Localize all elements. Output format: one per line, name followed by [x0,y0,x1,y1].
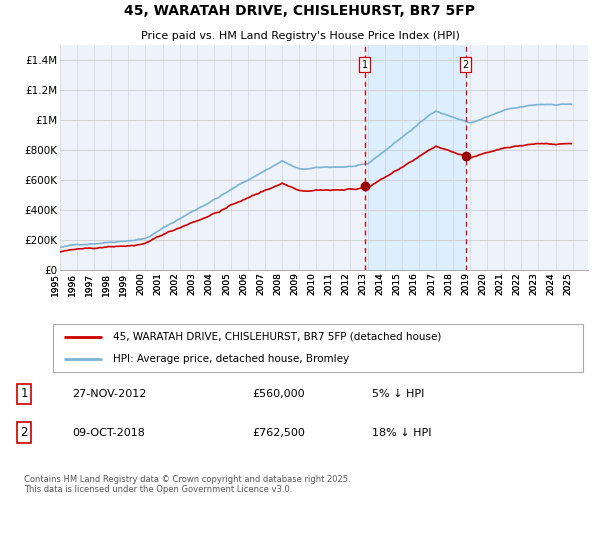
Text: 2004: 2004 [205,273,214,295]
Text: 2011: 2011 [325,273,334,296]
Text: 1996: 1996 [68,273,77,296]
Text: 2009: 2009 [290,273,299,296]
Text: 2011: 2011 [325,273,334,296]
Text: 2006: 2006 [239,273,248,296]
Text: 5% ↓ HPI: 5% ↓ HPI [372,389,424,399]
Text: £762,500: £762,500 [252,427,305,437]
Text: 2002: 2002 [170,273,179,295]
Text: 2022: 2022 [512,273,521,295]
Text: 2023: 2023 [529,273,538,295]
Text: 1995: 1995 [51,273,60,296]
Text: 2014: 2014 [376,273,385,295]
Text: 1: 1 [20,388,28,400]
Text: 2025: 2025 [563,273,572,295]
FancyBboxPatch shape [53,324,583,372]
Text: 2021: 2021 [495,273,504,295]
Text: 2023: 2023 [529,273,538,295]
Text: 2010: 2010 [307,273,316,296]
Text: 2: 2 [463,59,469,69]
Text: 2020: 2020 [478,273,487,295]
Text: 2001: 2001 [154,273,163,296]
Text: 2019: 2019 [461,273,470,296]
Text: 2022: 2022 [512,273,521,295]
Text: HPI: Average price, detached house, Bromley: HPI: Average price, detached house, Brom… [113,354,349,365]
Text: 2006: 2006 [239,273,248,296]
Text: 45, WARATAH DRIVE, CHISLEHURST, BR7 5FP: 45, WARATAH DRIVE, CHISLEHURST, BR7 5FP [125,4,476,18]
Text: 2012: 2012 [341,273,350,295]
Text: 2013: 2013 [359,273,368,296]
Bar [365,45,466,270]
Text: Contains HM Land Registry data © Crown copyright and database right 2025.
This d: Contains HM Land Registry data © Crown c… [24,474,350,494]
Text: 2021: 2021 [495,273,504,295]
Text: 2017: 2017 [427,273,436,296]
Text: 2015: 2015 [393,273,402,296]
Text: 2004: 2004 [205,273,214,295]
Text: 1999: 1999 [119,273,128,296]
Text: 2005: 2005 [222,273,231,296]
Text: 2002: 2002 [170,273,179,295]
Text: 2017: 2017 [427,273,436,296]
Text: 2015: 2015 [393,273,402,296]
Text: 2016: 2016 [410,273,419,296]
Text: Price paid vs. HM Land Registry's House Price Index (HPI): Price paid vs. HM Land Registry's House … [140,31,460,41]
Text: 2018: 2018 [444,273,453,296]
Text: 2024: 2024 [547,273,556,295]
Text: 2024: 2024 [547,273,556,295]
Text: 1997: 1997 [85,273,94,296]
Text: 45, WARATAH DRIVE, CHISLEHURST, BR7 5FP (detached house): 45, WARATAH DRIVE, CHISLEHURST, BR7 5FP … [113,332,441,342]
Text: 2005: 2005 [222,273,231,296]
Text: 1996: 1996 [68,273,77,296]
Text: 2007: 2007 [256,273,265,296]
Text: 2018: 2018 [444,273,453,296]
Text: 2009: 2009 [290,273,299,296]
Text: 2007: 2007 [256,273,265,296]
Text: 2000: 2000 [136,273,145,296]
Text: 2001: 2001 [154,273,163,296]
Text: 09-OCT-2018: 09-OCT-2018 [72,427,145,437]
Text: 1995: 1995 [51,273,60,296]
Text: 2019: 2019 [461,273,470,296]
Text: 2012: 2012 [341,273,350,295]
Text: 2003: 2003 [188,273,197,296]
Text: 2016: 2016 [410,273,419,296]
Text: 27-NOV-2012: 27-NOV-2012 [72,389,146,399]
Text: 2008: 2008 [273,273,282,296]
Text: £560,000: £560,000 [252,389,305,399]
Text: 1997: 1997 [85,273,94,296]
Text: 2008: 2008 [273,273,282,296]
Text: 2003: 2003 [188,273,197,296]
Text: 1998: 1998 [102,273,111,296]
Text: 1998: 1998 [102,273,111,296]
Text: 2020: 2020 [478,273,487,295]
Text: 2014: 2014 [376,273,385,295]
Text: 1999: 1999 [119,273,128,296]
Text: 1: 1 [362,59,368,69]
Text: 2: 2 [20,426,28,439]
Text: 2010: 2010 [307,273,316,296]
Text: 2000: 2000 [136,273,145,296]
Text: 18% ↓ HPI: 18% ↓ HPI [372,427,431,437]
Text: 2013: 2013 [359,273,368,296]
Text: 2025: 2025 [563,273,572,295]
